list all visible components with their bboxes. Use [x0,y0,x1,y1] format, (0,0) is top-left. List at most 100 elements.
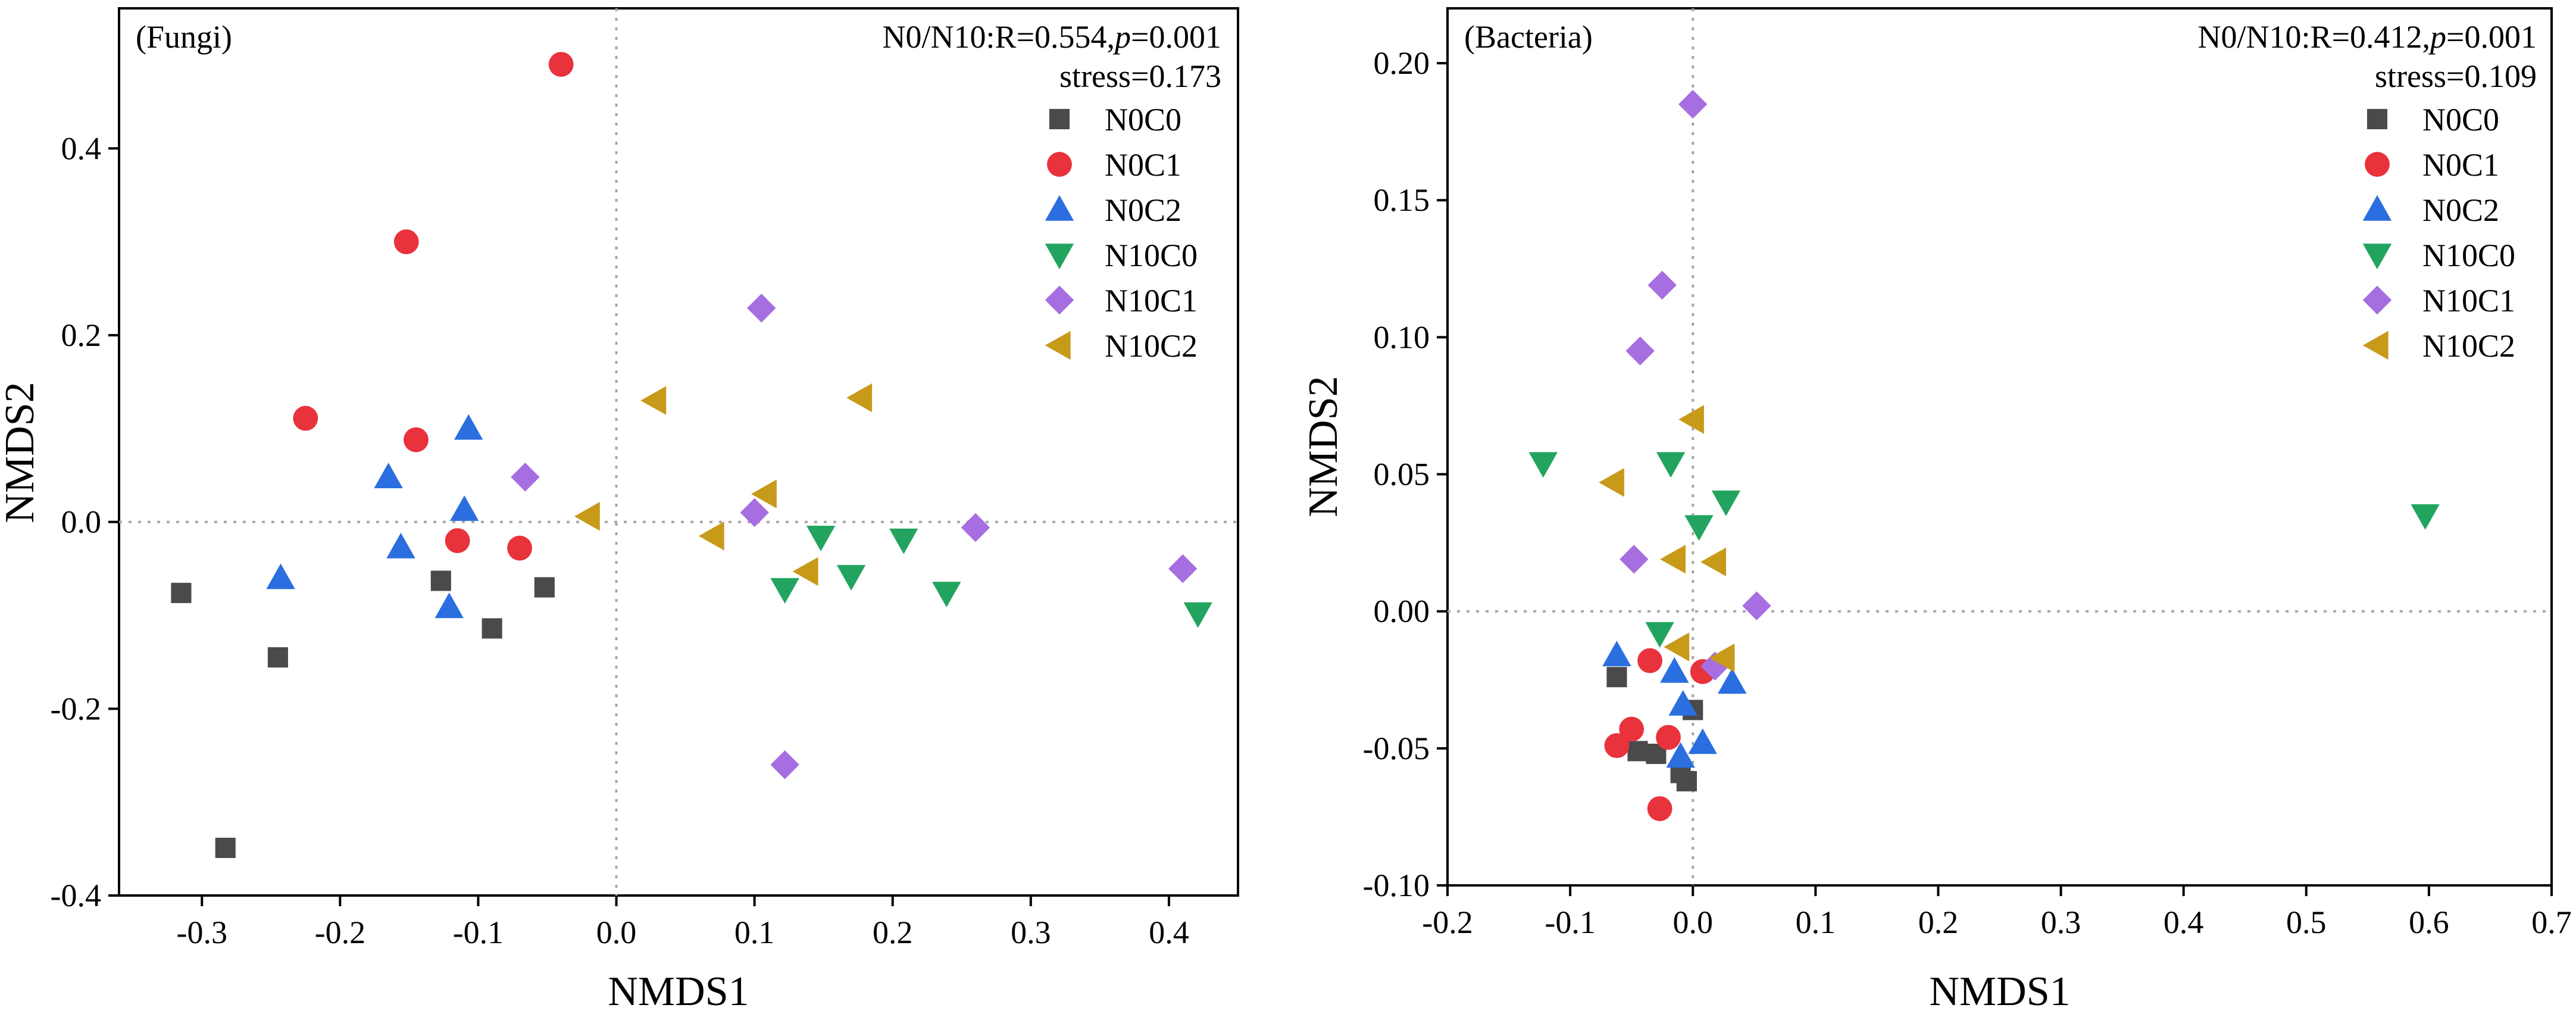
bacteria-point-n10c2 [1599,468,1624,497]
fungi-y-tick-label: -0.4 [51,878,101,913]
fungi-point-n0c2 [450,495,479,521]
fungi-point-n0c1 [507,535,532,561]
bacteria-legend-label-n0c0: N0C0 [2422,102,2499,138]
fungi-point-n10c1 [1168,554,1198,584]
bacteria-point-n0c1 [1647,796,1672,822]
bacteria-point-n10c1 [1700,651,1730,681]
bacteria-point-n0c2 [1668,690,1697,716]
bacteria-point-n10c2 [1678,405,1704,434]
fungi-point-n10c0 [932,582,961,607]
fungi-point-n10c2 [574,502,600,531]
bacteria-legend-markers [2362,108,2392,360]
bacteria-legend-label-n0c2: N0C2 [2422,192,2499,228]
bacteria-legend-label-n10c0: N10C0 [2422,238,2515,273]
fungi-point-n0c2 [374,463,403,488]
bacteria-point-n0c2 [1666,742,1695,768]
fungi-point-n0c2 [454,414,483,440]
fungi-point-n10c0 [806,526,836,551]
bacteria-point-n10c0 [1528,452,1558,478]
fungi-y-tick-label: 0.0 [61,504,102,540]
fungi-stat-text: N0/N10:R=0.554,p=0.001 [883,19,1221,55]
fungi-point-n0c0 [534,577,555,598]
fungi-point-n10c1 [961,513,990,542]
bacteria-y-tick-label: 0.00 [1374,594,1430,629]
fungi-reference-lines [119,8,1238,896]
fungi-point-n0c2 [434,592,464,619]
bacteria-legend-marker-n10c0 [2362,244,2392,270]
bacteria-point-n10c1 [1742,591,1771,620]
fungi-point-n0c1 [393,229,419,255]
fungi-point-n10c0 [1183,602,1212,628]
fungi-y-tick-label: -0.2 [51,691,101,726]
bacteria-stat-p-symbol: p [2428,19,2446,55]
bacteria-panel-label: (Bacteria) [1464,19,1593,55]
bacteria-point-n10c2 [1664,632,1690,662]
bacteria-x-tick-label: 0.7 [2531,904,2572,940]
fungi-panel: -0.3 -0.2 -0.1 0.0 0.1 0.2 0.3 0.4 -0.4 -0.2 0.0 0.… [0,7,1239,1014]
fungi-x-tick-label: 0.2 [873,915,913,950]
bacteria-stat-p-value: =0.001 [2446,19,2537,55]
fungi-point-n10c2 [698,522,724,551]
bacteria-point-n10c2 [1709,643,1735,673]
bacteria-x-tick-label: 0.1 [1796,904,1836,940]
fungi-legend-label-n10c1: N10C1 [1105,283,1198,319]
bacteria-point-n10c1 [1625,336,1655,366]
fungi-legend-marker-n10c2 [1045,330,1071,360]
bacteria-stress-text: stress=0.109 [2375,58,2537,94]
bacteria-point-n0c2 [1718,668,1747,694]
bacteria-data-points [1528,89,2440,822]
bacteria-legend-marker-n10c1 [2362,285,2392,315]
bacteria-point-n0c0 [1627,741,1648,762]
fungi-y-tick-label: 0.2 [61,317,102,353]
fungi-stat-p-value: =0.001 [1131,19,1221,55]
bacteria-x-axis-title: NMDS1 [1929,969,2070,1014]
bacteria-y-tick-label: 0.15 [1374,182,1430,218]
fungi-y-tick-label: 0.4 [61,130,102,166]
fungi-data-points [171,52,1212,859]
bacteria-legend-label-n10c2: N10C2 [2422,328,2515,364]
bacteria-axis-ticks: -0.2 -0.1 0.0 0.1 0.2 0.3 0.4 0.5 0.6 0.7 -0.10 -0.… [1363,45,2572,940]
fungi-point-n10c1 [740,498,769,528]
bacteria-point-n10c1 [1647,270,1677,300]
fungi-legend-marker-n0c2 [1045,195,1074,221]
fungi-legend-marker-n10c1 [1045,285,1074,315]
fungi-legend-label-n0c1: N0C1 [1105,147,1181,183]
fungi-point-n10c0 [836,564,866,591]
bacteria-point-n0c1 [1619,716,1645,742]
bacteria-legend: N0C0 N0C1 N0C2 N10C0 N10C1 N10C2 [2362,102,2515,364]
bacteria-y-tick-label: 0.10 [1374,319,1430,355]
fungi-point-n0c1 [548,52,574,77]
fungi-x-tick-label: 0.0 [596,915,637,950]
bacteria-x-tick-label: 0.0 [1672,904,1713,940]
fungi-point-n0c2 [386,532,415,559]
fungi-y-axis-title: NMDS2 [0,382,43,523]
fungi-point-n0c0 [430,570,451,591]
bacteria-legend-marker-n0c1 [2365,152,2390,177]
bacteria-y-tick-label: -0.10 [1363,868,1430,903]
bacteria-point-n0c2 [1660,657,1689,683]
fungi-legend-label-n10c0: N10C0 [1105,238,1198,273]
bacteria-x-tick-label: 0.2 [1918,904,1959,940]
bacteria-point-n10c0 [1645,622,1674,648]
bacteria-point-n10c0 [1684,515,1714,541]
bacteria-y-tick-label: 0.20 [1374,45,1430,81]
bacteria-point-n0c1 [1656,725,1681,750]
fungi-x-tick-label: -0.1 [453,915,504,950]
fungi-point-n0c1 [293,405,318,431]
bacteria-stat-prefix: N0/N10:R=0.412, [2198,19,2430,55]
bacteria-legend-label-n10c1: N10C1 [2422,283,2515,319]
fungi-x-tick-label: 0.1 [734,915,775,950]
fungi-legend-marker-n0c0 [1049,108,1070,130]
fungi-x-axis-title: NMDS1 [608,969,749,1014]
fungi-x-tick-label: -0.3 [177,915,227,950]
fungi-point-n10c1 [770,750,799,779]
fungi-point-n0c2 [266,563,295,589]
bacteria-legend-marker-n0c0 [2366,108,2388,130]
fungi-legend-label-n10c2: N10C2 [1105,328,1198,364]
fungi-panel-label: (Fungi) [136,19,232,55]
bacteria-point-n0c1 [1637,648,1662,673]
bacteria-y-tick-label: -0.05 [1363,731,1430,766]
fungi-legend-marker-n10c0 [1045,244,1074,270]
bacteria-point-n0c1 [1604,733,1630,759]
